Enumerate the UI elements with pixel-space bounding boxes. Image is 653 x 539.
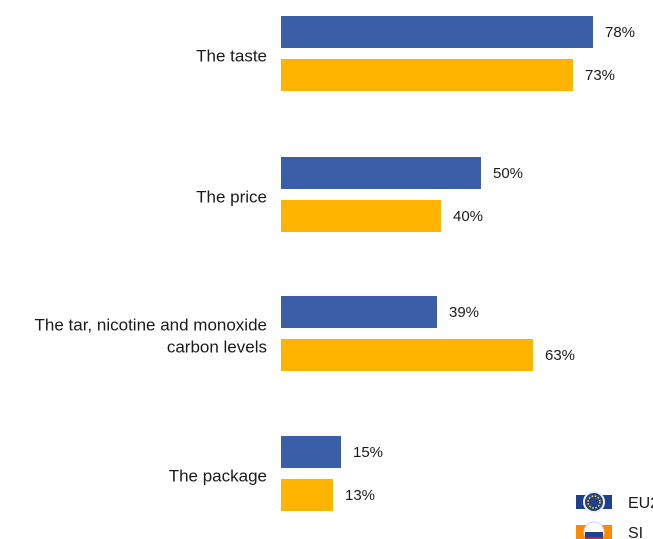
bar-eu27 (281, 16, 593, 48)
bar-si (281, 200, 441, 232)
value-label: 15% (353, 444, 383, 461)
value-label: 78% (605, 24, 635, 41)
value-label: 63% (545, 347, 575, 364)
bar-si (281, 479, 333, 511)
eu-flag-icon (576, 491, 612, 513)
bar-si (281, 339, 533, 371)
value-label: 40% (453, 208, 483, 225)
value-label: 73% (585, 67, 615, 84)
category-label: The taste (196, 47, 267, 66)
bar-eu27 (281, 296, 437, 328)
slovenia-flag-icon (576, 521, 612, 539)
legend: EU27 SI (576, 491, 653, 539)
value-label: 50% (493, 165, 523, 182)
value-labels: 78% 73% 50% 40% 39% 63% 15% 13% (345, 24, 635, 504)
bar-eu27 (281, 157, 481, 189)
category-label: The price (196, 188, 267, 207)
value-label: 39% (449, 304, 479, 321)
category-label: The tar, nicotine and monoxide (35, 316, 267, 335)
legend-label-eu27: EU27 (628, 495, 653, 512)
value-label: 13% (345, 487, 375, 504)
category-labels: The taste The price The tar, nicotine and … (35, 47, 267, 486)
legend-label-si: SI (628, 525, 643, 539)
bar-eu27 (281, 436, 341, 468)
bars (281, 16, 593, 511)
bar-si (281, 59, 573, 91)
category-label: The package (169, 467, 267, 486)
category-label: carbon levels (167, 338, 267, 357)
